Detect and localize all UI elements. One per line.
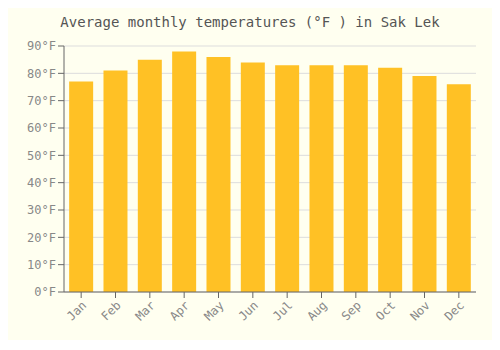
svg-text:30°F: 30°F <box>27 203 56 217</box>
svg-text:Jul: Jul <box>270 298 295 323</box>
svg-text:Dec: Dec <box>442 298 467 323</box>
svg-text:Jun: Jun <box>236 298 261 323</box>
html-text:Average monthly temperatures (: Average monthly temperatures (°F ) in Sa… <box>60 14 440 30</box>
svg-text:0°F: 0°F <box>34 285 56 299</box>
svg-text:Nov: Nov <box>407 298 432 323</box>
svg-text:60°F: 60°F <box>27 121 56 135</box>
svg-text:Aug: Aug <box>304 298 329 323</box>
svg-text:Apr: Apr <box>167 298 192 323</box>
svg-text:10°F: 10°F <box>27 258 56 272</box>
svg-text:80°F: 80°F <box>27 67 56 81</box>
svg-text:Mar: Mar <box>133 298 158 323</box>
svg-text:40°F: 40°F <box>27 176 56 190</box>
svg-text:Sep: Sep <box>339 298 364 323</box>
svg-text:50°F: 50°F <box>27 149 56 163</box>
svg-text:Feb: Feb <box>98 298 123 323</box>
svg-text:Oct: Oct <box>373 298 398 323</box>
svg-text:May: May <box>201 298 226 323</box>
svg-text:Jan: Jan <box>64 298 89 323</box>
svg-text:20°F: 20°F <box>27 231 56 245</box>
svg-text:90°F: 90°F <box>27 39 56 53</box>
svg-text:70°F: 70°F <box>27 94 56 108</box>
